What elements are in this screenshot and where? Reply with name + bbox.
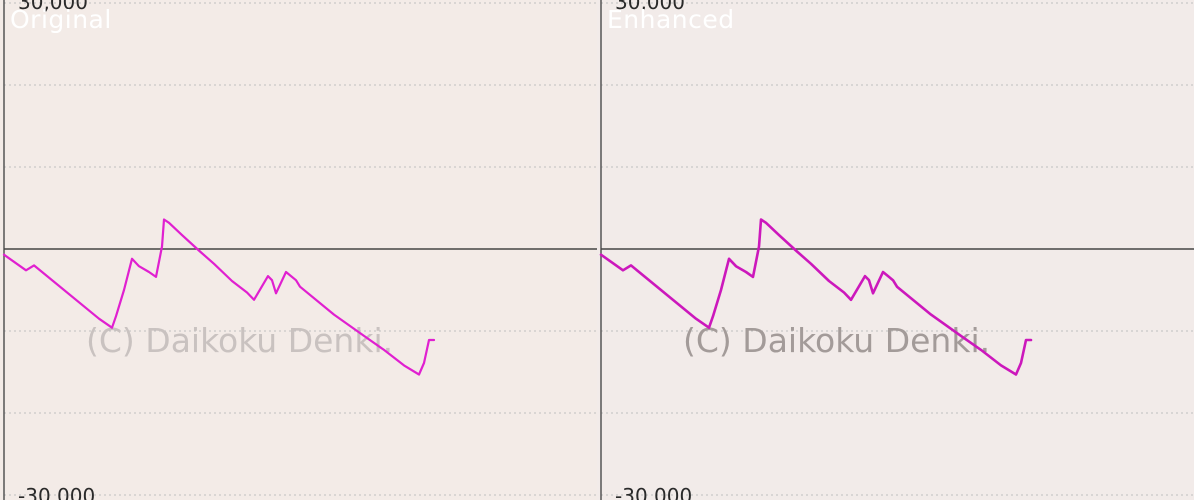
watermark-text: (C) Daikoku Denki. — [86, 321, 393, 360]
series-line — [599, 218, 1033, 376]
panel-label-enhanced: Enhanced — [607, 5, 735, 34]
chart-enhanced: 30,000 -30,000 (C) Daikoku Denki. — [599, 0, 1194, 500]
panel-original: 30,000 -30,000 (C) Daikoku Denki. Original — [2, 0, 597, 500]
watermark-text: (C) Daikoku Denki. — [683, 321, 990, 360]
y-tick-label: -30,000 — [18, 484, 95, 500]
y-tick-label: 30,000 — [615, 0, 685, 14]
panel-label-original: Original — [10, 5, 112, 34]
series-line — [2, 218, 436, 376]
chart-original: 30,000 -30,000 (C) Daikoku Denki. — [2, 0, 597, 500]
y-tick-label: -30,000 — [615, 484, 692, 500]
panel-enhanced: 30,000 -30,000 (C) Daikoku Denki. Enhanced — [597, 0, 1194, 500]
y-tick-label: 30,000 — [18, 0, 88, 14]
